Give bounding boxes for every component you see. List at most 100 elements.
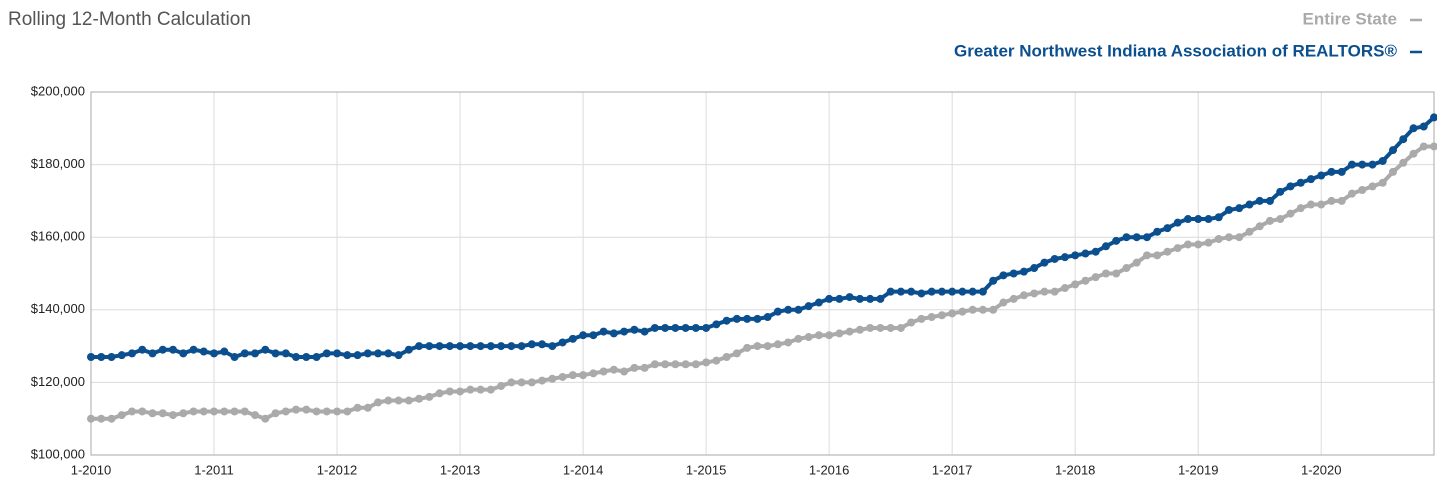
point: [497, 382, 506, 391]
point: [804, 333, 813, 342]
point: [466, 342, 475, 351]
point: [671, 323, 680, 332]
point: [825, 331, 834, 340]
point: [517, 378, 526, 387]
point: [835, 329, 844, 338]
plot-frame: [90, 91, 1435, 456]
x-tick-label: 1-2019: [1178, 462, 1218, 477]
point: [128, 349, 137, 358]
point: [261, 345, 270, 354]
point: [650, 323, 659, 332]
point: [886, 287, 895, 296]
x-tick-label: 1-2013: [440, 462, 480, 477]
point: [794, 334, 803, 343]
point: [292, 405, 301, 414]
point: [681, 323, 690, 332]
point: [1368, 160, 1377, 169]
point: [896, 323, 905, 332]
point: [445, 387, 454, 396]
point: [671, 360, 680, 369]
point: [312, 407, 321, 416]
point: [968, 287, 977, 296]
y-tick-label: $140,000: [31, 301, 85, 316]
point: [784, 305, 793, 314]
point: [579, 331, 588, 340]
point: [763, 313, 772, 322]
point: [855, 294, 864, 303]
point: [1081, 276, 1090, 285]
point: [1358, 160, 1367, 169]
point: [825, 294, 834, 303]
point: [210, 407, 219, 416]
point: [538, 376, 547, 385]
point: [517, 342, 526, 351]
point: [435, 389, 444, 398]
y-tick-label: $200,000: [31, 83, 85, 98]
point: [374, 349, 383, 358]
point: [907, 287, 916, 296]
point: [958, 307, 967, 316]
point: [722, 316, 731, 325]
point: [589, 369, 598, 378]
point: [1142, 251, 1151, 260]
point: [425, 392, 434, 401]
point: [886, 323, 895, 332]
point: [1224, 233, 1233, 242]
point: [148, 409, 157, 418]
point: [1183, 215, 1192, 224]
point: [599, 367, 608, 376]
point: [743, 343, 752, 352]
point: [927, 313, 936, 322]
point: [1388, 167, 1397, 176]
point: [1317, 171, 1326, 180]
point: [220, 347, 229, 356]
x-tick-label: 1-2014: [563, 462, 603, 477]
point: [579, 371, 588, 380]
point: [1306, 200, 1315, 209]
legend-label: Greater Northwest Indiana Association of…: [954, 41, 1397, 60]
point: [743, 314, 752, 323]
point: [773, 307, 782, 316]
point: [230, 407, 239, 416]
point: [1399, 135, 1408, 144]
point: [640, 327, 649, 336]
point: [661, 323, 670, 332]
point: [1071, 280, 1080, 289]
point: [876, 294, 885, 303]
point: [1224, 205, 1233, 214]
point: [620, 327, 629, 336]
point: [568, 371, 577, 380]
x-tick-label: 1-2012: [317, 462, 357, 477]
point: [435, 342, 444, 351]
point: [1153, 251, 1162, 260]
point: [1122, 233, 1131, 242]
point: [814, 331, 823, 340]
point: [1019, 267, 1028, 276]
point: [199, 407, 208, 416]
point: [271, 349, 280, 358]
point: [1194, 240, 1203, 249]
point: [404, 396, 413, 405]
point: [558, 372, 567, 381]
point: [927, 287, 936, 296]
point: [1347, 160, 1356, 169]
point: [640, 363, 649, 372]
point: [240, 407, 249, 416]
point: [1009, 294, 1018, 303]
point: [1060, 284, 1069, 293]
x-tick-label: 1-2020: [1301, 462, 1341, 477]
chart-title: Rolling 12-Month Calculation: [8, 9, 251, 30]
point: [117, 351, 126, 360]
point: [1327, 196, 1336, 205]
point: [189, 407, 198, 416]
point: [281, 349, 290, 358]
point: [609, 365, 618, 374]
point: [917, 289, 926, 298]
point: [1101, 269, 1110, 278]
point: [999, 298, 1008, 307]
point: [1040, 258, 1049, 267]
point: [1235, 233, 1244, 242]
point: [302, 352, 311, 361]
point: [527, 340, 536, 349]
point: [466, 385, 475, 394]
